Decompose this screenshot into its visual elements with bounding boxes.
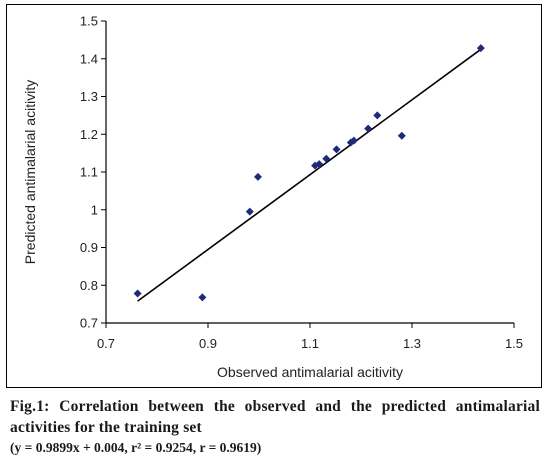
data-point — [133, 289, 142, 298]
data-point — [349, 136, 358, 145]
data-point — [322, 154, 331, 163]
y-tick-label: 1.1 — [80, 165, 98, 180]
x-axis-label: Observed antimalarial acitivity — [217, 364, 403, 380]
data-point — [373, 111, 382, 120]
data-point — [253, 172, 262, 181]
data-point — [315, 160, 324, 169]
ticks: 0.7 0.8 0.9 1 1.1 1.2 1.3 1.4 1.5 0.7 0.9 1.1 1.3 1.5 — [80, 14, 523, 352]
scatter-chart: 0.7 0.8 0.9 1 1.1 1.2 1.3 1.4 1.5 0.7 0.9 1.1 1.3 1.5… — [22, 14, 523, 381]
y-axis-label: Predicted antimalarial acitivity — [22, 80, 38, 264]
data-point — [245, 207, 254, 216]
x-tick-label: 1.5 — [505, 336, 523, 351]
y-tick-label: 1.2 — [80, 127, 98, 142]
figure-caption: Fig.1: Correlation between the observed … — [10, 396, 540, 457]
y-tick-label: 1.3 — [80, 89, 98, 104]
data-point — [364, 124, 373, 133]
y-tick-label: 1.5 — [80, 14, 98, 29]
x-tick-label: 1.3 — [403, 336, 421, 351]
trendline — [137, 48, 482, 302]
y-tick-label: 1 — [91, 202, 98, 217]
y-tick-label: 0.9 — [80, 240, 98, 255]
data-points — [133, 44, 485, 302]
y-tick-label: 0.7 — [80, 316, 98, 331]
data-point — [332, 145, 341, 154]
regression-line — [137, 48, 482, 302]
caption-equation: (y = 0.9899x + 0.004, r² = 0.9254, r = 0… — [10, 440, 262, 455]
data-point — [476, 44, 485, 53]
x-tick-label: 0.7 — [97, 336, 115, 351]
axes — [105, 21, 514, 324]
x-tick-label: 1.1 — [301, 336, 319, 351]
data-point — [397, 131, 406, 140]
y-tick-label: 1.4 — [80, 51, 98, 66]
y-tick-label: 0.8 — [80, 278, 98, 293]
x-tick-label: 0.9 — [199, 336, 217, 351]
data-point — [198, 293, 207, 302]
chart-frame: 0.7 0.8 0.9 1 1.1 1.2 1.3 1.4 1.5 0.7 0.9 1.1 1.3 1.5… — [6, 4, 542, 388]
caption-title: Fig.1: Correlation between the observed … — [10, 398, 540, 436]
